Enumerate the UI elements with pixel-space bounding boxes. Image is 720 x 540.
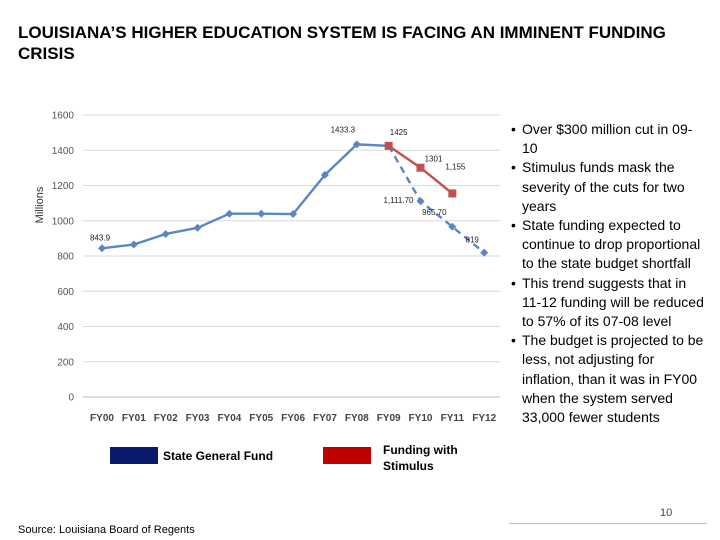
y-tick-label: 1000: [52, 216, 75, 227]
data-label: 965.70: [422, 208, 447, 217]
x-tick-label: FY07: [313, 413, 337, 424]
bullet-item: • Stimulus funds mask the severity of the…: [511, 159, 685, 214]
x-tick-label: FY11: [441, 413, 465, 424]
x-tick-label: FY05: [249, 413, 273, 424]
data-point-funding-with-stimulus: [416, 163, 425, 172]
bullet-dot-icon: •: [511, 217, 516, 234]
bullet-item: • Over $300 million cut in 09-10: [511, 121, 693, 157]
data-point-state-general-fund: [98, 244, 106, 253]
chart-legend: State General Fund Funding with Stimulus: [110, 443, 458, 473]
bullet-item: • This trend suggests that in 11-12 fundi…: [511, 274, 704, 330]
data-point-state-general-fund: [448, 222, 457, 231]
chart-gridlines: [83, 114, 500, 398]
x-axis-ticks: FY00 FY01 FY02 FY03 FY04 FY05 FY06 FY07 FY08 FY09…: [90, 413, 497, 424]
data-point-state-general-fund: [480, 248, 489, 257]
bullet-item: • The budget is projected to be less, not…: [511, 332, 704, 426]
data-point-state-general-fund: [193, 223, 202, 232]
y-tick-label: 1600: [52, 111, 75, 122]
data-point-state-general-fund: [257, 209, 266, 218]
legend-label-state-general-fund: State General Fund: [163, 449, 273, 463]
x-tick-label: FY03: [186, 413, 210, 424]
y-tick-label: 200: [57, 357, 74, 368]
data-label: 1,155: [445, 162, 466, 171]
legend-label-funding-with-stimulus: Funding with Stimulus: [383, 443, 458, 473]
bullet-item: • State funding expected to continue to d…: [511, 217, 701, 272]
slide-title: LOUISIANA’S HIGHER EDUCATION SYSTEM IS F…: [18, 23, 666, 63]
legend-swatch-state-general-fund: [110, 447, 158, 464]
y-tick-label: 1200: [52, 181, 75, 192]
x-tick-label: FY04: [217, 413, 241, 424]
data-point-state-general-fund: [289, 210, 298, 219]
bullet-dot-icon: •: [511, 274, 516, 291]
y-tick-label: 1400: [52, 146, 75, 157]
x-tick-label: FY10: [409, 413, 433, 424]
y-tick-label: 400: [57, 322, 74, 333]
data-point-funding-with-stimulus: [384, 141, 393, 150]
page-number: 10: [660, 507, 673, 519]
data-label: 819: [466, 236, 480, 245]
y-tick-label: 800: [57, 252, 74, 263]
x-tick-label: FY08: [345, 413, 369, 424]
bullet-list: • Over $300 million cut in 09-10 • Stimulu…: [509, 120, 707, 427]
data-label: 1,111.70: [384, 196, 415, 205]
data-point-funding-with-stimulus: [448, 189, 457, 198]
data-point-state-general-fund: [352, 140, 361, 149]
x-tick-label: FY12: [472, 413, 496, 424]
data-point-state-general-fund: [416, 197, 425, 206]
series-line-state-general-fund: [101, 143, 389, 250]
data-label: 843.9: [90, 233, 111, 242]
data-label: 1301: [425, 155, 443, 164]
series-line-state-general-fund-projected: [387, 145, 485, 254]
y-axis-ticks: 0 200 400 600 800 1000 1200 1400 1600: [52, 111, 75, 404]
legend-swatch-funding-with-stimulus: [323, 447, 371, 464]
footer-divider: [509, 523, 707, 524]
bullet-dot-icon: •: [511, 121, 516, 137]
x-tick-label: FY02: [154, 413, 178, 424]
data-point-state-general-fund: [320, 170, 329, 179]
x-tick-label: FY01: [122, 413, 146, 424]
x-tick-label: FY00: [90, 413, 114, 424]
y-axis-title: Millions: [34, 186, 46, 223]
bullet-dot-icon: •: [511, 159, 516, 176]
y-tick-label: 600: [57, 287, 74, 298]
chart-series: [98, 140, 489, 257]
chart-data-labels: 843.9 1433.3 1,111.70 965.70 819 1425 13011,15…: [90, 125, 479, 244]
x-tick-label: FY06: [281, 413, 305, 424]
y-tick-label: 0: [68, 393, 74, 404]
x-tick-label: FY09: [377, 413, 401, 424]
data-point-state-general-fund: [129, 240, 138, 249]
data-label: 1425: [390, 128, 408, 137]
bullet-dot-icon: •: [511, 332, 516, 349]
data-point-state-general-fund: [225, 209, 234, 218]
source-note: Source: Louisiana Board of Regents: [18, 524, 195, 536]
data-label: 1433.3: [331, 125, 356, 134]
data-point-state-general-fund: [161, 229, 170, 238]
